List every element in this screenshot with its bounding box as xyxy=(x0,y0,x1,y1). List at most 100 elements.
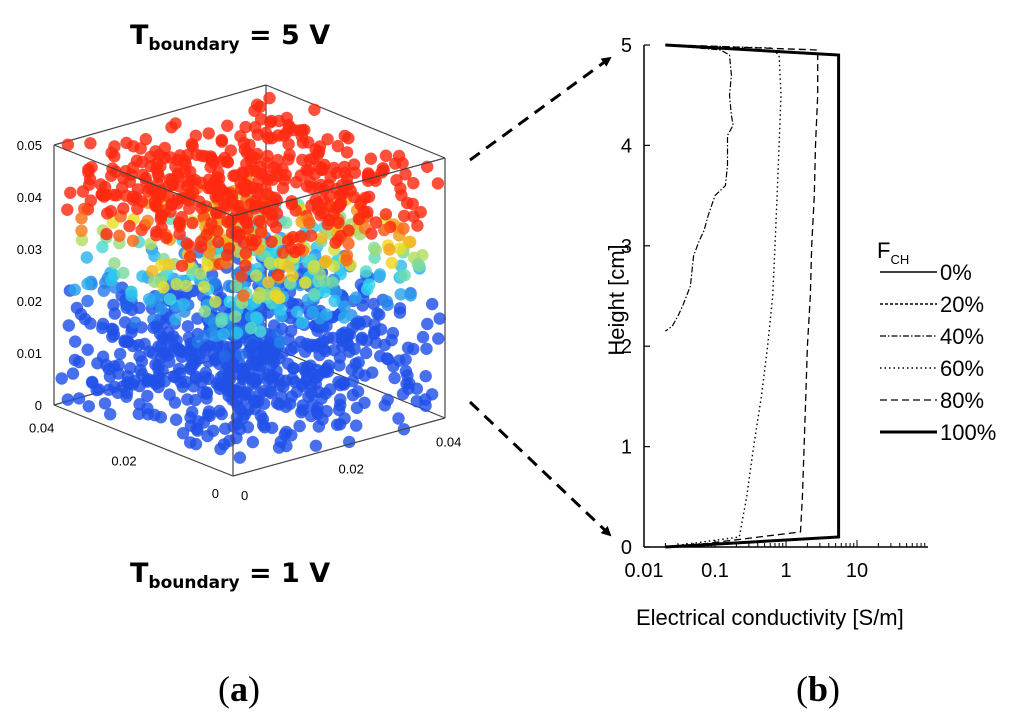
particle xyxy=(297,361,310,375)
zoom-arrows xyxy=(468,56,612,537)
particle xyxy=(221,119,234,132)
particle xyxy=(160,231,173,245)
particle xyxy=(169,413,183,426)
legend-title: FCH xyxy=(877,238,909,267)
particle xyxy=(75,224,88,237)
particle xyxy=(68,283,82,296)
particle xyxy=(342,338,355,352)
particle xyxy=(100,227,113,241)
particle xyxy=(141,389,154,403)
particle xyxy=(293,243,306,256)
particle xyxy=(217,197,231,210)
particle xyxy=(237,289,250,302)
particle xyxy=(121,376,134,389)
particle xyxy=(85,375,99,389)
particle xyxy=(296,403,309,417)
particle xyxy=(98,397,112,410)
particle xyxy=(252,291,265,304)
x-tick-label: 0.1 xyxy=(701,560,729,582)
series-line-60pct xyxy=(665,44,782,548)
particle xyxy=(61,203,74,216)
particle xyxy=(274,303,287,316)
particle xyxy=(250,269,263,282)
particle xyxy=(127,190,140,203)
particle xyxy=(312,145,326,158)
particle xyxy=(258,421,271,434)
particle xyxy=(118,316,132,329)
particle xyxy=(236,372,250,386)
particle xyxy=(262,276,275,289)
particle xyxy=(407,342,420,356)
z-tick-label: 0.05 xyxy=(17,138,42,153)
legend-entry: 40% xyxy=(940,324,984,349)
particle xyxy=(221,215,234,229)
particle xyxy=(158,375,171,388)
particle xyxy=(369,243,382,257)
particle xyxy=(117,266,130,280)
x-tick-label: 1 xyxy=(780,560,791,582)
particle xyxy=(321,133,334,146)
particle xyxy=(80,251,94,264)
particle xyxy=(248,402,262,416)
particle xyxy=(251,313,264,326)
particle xyxy=(385,256,398,270)
particle xyxy=(144,237,157,251)
particle xyxy=(235,270,248,283)
particle xyxy=(209,295,222,308)
particle xyxy=(185,174,199,187)
particle xyxy=(75,212,88,225)
particle xyxy=(198,305,211,318)
particle xyxy=(399,168,412,181)
particle xyxy=(308,288,321,301)
particle xyxy=(183,202,196,215)
particle xyxy=(299,276,312,289)
particle xyxy=(334,197,348,210)
particle xyxy=(143,292,156,306)
particle xyxy=(138,337,151,351)
particle xyxy=(233,451,247,464)
particle xyxy=(387,360,400,373)
right-depth-axis-ticks: 0 0.02 0.04 xyxy=(241,435,461,503)
particle xyxy=(102,383,116,396)
particle xyxy=(202,182,215,195)
particle xyxy=(365,227,378,240)
particle xyxy=(197,280,211,293)
particle xyxy=(340,254,353,267)
particle xyxy=(146,183,160,197)
particle xyxy=(327,161,340,175)
particle xyxy=(302,390,315,403)
particle xyxy=(258,202,271,215)
legend-entry: 20% xyxy=(940,292,984,317)
particle xyxy=(305,181,318,194)
particle xyxy=(396,387,410,401)
particle xyxy=(315,232,328,245)
particle xyxy=(61,138,75,151)
y-tick-label: 0 xyxy=(621,537,632,559)
particle xyxy=(198,343,212,357)
particle xyxy=(221,249,234,262)
particle xyxy=(346,388,360,402)
particle xyxy=(265,387,278,400)
particle xyxy=(154,302,168,316)
particle xyxy=(186,140,199,153)
particle xyxy=(248,104,261,117)
particle xyxy=(287,123,301,137)
legend-entry: 60% xyxy=(940,356,984,381)
left-depth-axis-ticks: 0 0.02 0.04 xyxy=(29,421,219,501)
particle xyxy=(230,326,244,340)
particle xyxy=(340,146,354,159)
particle xyxy=(181,149,194,162)
particle xyxy=(309,439,323,452)
particle xyxy=(270,207,284,220)
particle xyxy=(239,386,252,399)
particle xyxy=(287,362,300,375)
particle xyxy=(431,177,445,190)
particle xyxy=(120,390,133,403)
particle xyxy=(141,402,154,415)
particle xyxy=(83,172,97,186)
particle xyxy=(282,260,295,273)
particle xyxy=(180,279,193,293)
particle xyxy=(148,275,161,288)
particle xyxy=(342,224,355,237)
particle xyxy=(383,243,396,256)
